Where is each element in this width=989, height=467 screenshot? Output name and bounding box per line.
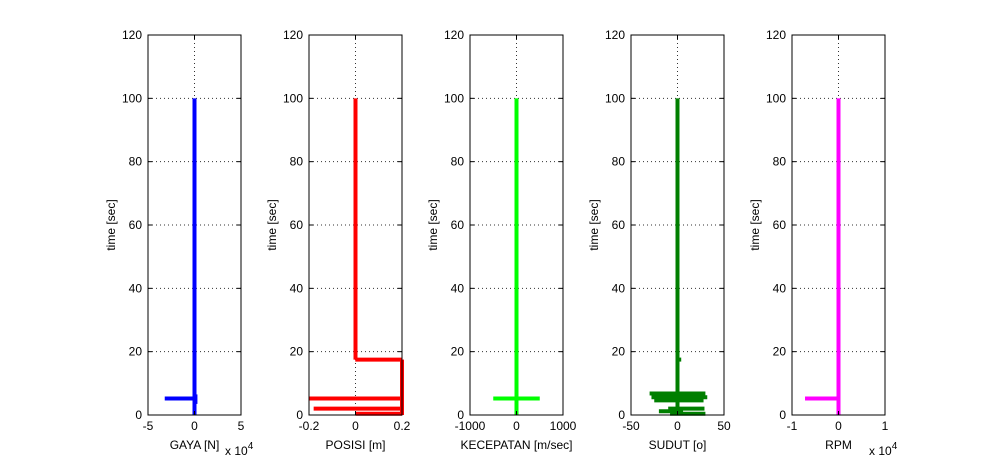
y-tick-label: 80: [612, 155, 626, 169]
y-tick-label: 20: [129, 345, 143, 359]
x-multiplier-label: x 104: [869, 441, 898, 458]
y-tick-label: 100: [444, 91, 464, 105]
x-tick-label: 0: [835, 419, 842, 433]
y-tick-label: 40: [773, 281, 787, 295]
x-axis-label: KECEPATAN [m/sec]: [460, 438, 572, 452]
y-tick-label: 120: [444, 28, 464, 42]
y-tick-label: 0: [135, 408, 142, 422]
y-tick-label: 100: [283, 91, 303, 105]
y-tick-label: 40: [612, 281, 626, 295]
y-tick-label: 60: [290, 218, 304, 232]
y-tick-label: 100: [122, 91, 142, 105]
y-tick-label: 120: [283, 28, 303, 42]
y-tick-label: 100: [605, 91, 625, 105]
y-tick-label: 40: [129, 281, 143, 295]
x-tick-label: -1: [787, 419, 798, 433]
x-axis-label: SUDUT [o]: [649, 438, 707, 452]
x-multiplier-exponent: 4: [892, 441, 898, 452]
y-tick-label: 80: [773, 155, 787, 169]
x-tick-label: 0: [513, 419, 520, 433]
x-tick-label: 1: [882, 419, 889, 433]
y-tick-label: 80: [129, 155, 143, 169]
y-tick-label: 80: [451, 155, 465, 169]
y-axis-label: time [sec]: [265, 199, 279, 250]
y-tick-label: 60: [773, 218, 787, 232]
x-multiplier-base: x 10: [225, 444, 248, 458]
x-tick-label: -50: [622, 419, 640, 433]
y-tick-label: 80: [290, 155, 304, 169]
x-multiplier-exponent: 4: [248, 441, 254, 452]
y-tick-label: 0: [618, 408, 625, 422]
y-tick-label: 120: [766, 28, 786, 42]
y-axis-label: time [sec]: [748, 199, 762, 250]
y-tick-label: 0: [296, 408, 303, 422]
x-tick-label: 0.2: [394, 419, 411, 433]
x-multiplier-base: x 10: [869, 444, 892, 458]
x-tick-label: -0.2: [299, 419, 320, 433]
y-tick-label: 100: [766, 91, 786, 105]
y-tick-label: 0: [457, 408, 464, 422]
x-tick-label: 0: [674, 419, 681, 433]
y-tick-label: 40: [451, 281, 465, 295]
y-tick-label: 60: [451, 218, 465, 232]
x-axis-label: RPM: [825, 438, 852, 452]
y-axis-label: time [sec]: [104, 199, 118, 250]
y-tick-label: 20: [290, 345, 304, 359]
y-tick-label: 60: [129, 218, 143, 232]
x-tick-label: 5: [238, 419, 245, 433]
y-tick-label: 20: [451, 345, 465, 359]
y-tick-label: 0: [779, 408, 786, 422]
x-tick-label: 0: [191, 419, 198, 433]
x-tick-label: 50: [717, 419, 731, 433]
y-tick-label: 120: [122, 28, 142, 42]
y-tick-label: 120: [605, 28, 625, 42]
y-axis-label: time [sec]: [426, 199, 440, 250]
y-tick-label: 40: [290, 281, 304, 295]
x-tick-label: 0: [352, 419, 359, 433]
x-tick-label: -1000: [455, 419, 486, 433]
y-axis-label: time [sec]: [587, 199, 601, 250]
y-tick-label: 20: [612, 345, 626, 359]
y-tick-label: 60: [612, 218, 626, 232]
y-tick-label: 20: [773, 345, 787, 359]
x-axis-label: GAYA [N]: [170, 438, 220, 452]
x-tick-label: -5: [143, 419, 154, 433]
x-axis-label: POSISI [m]: [325, 438, 385, 452]
x-tick-label: 1000: [550, 419, 577, 433]
x-multiplier-label: x 104: [225, 441, 254, 458]
